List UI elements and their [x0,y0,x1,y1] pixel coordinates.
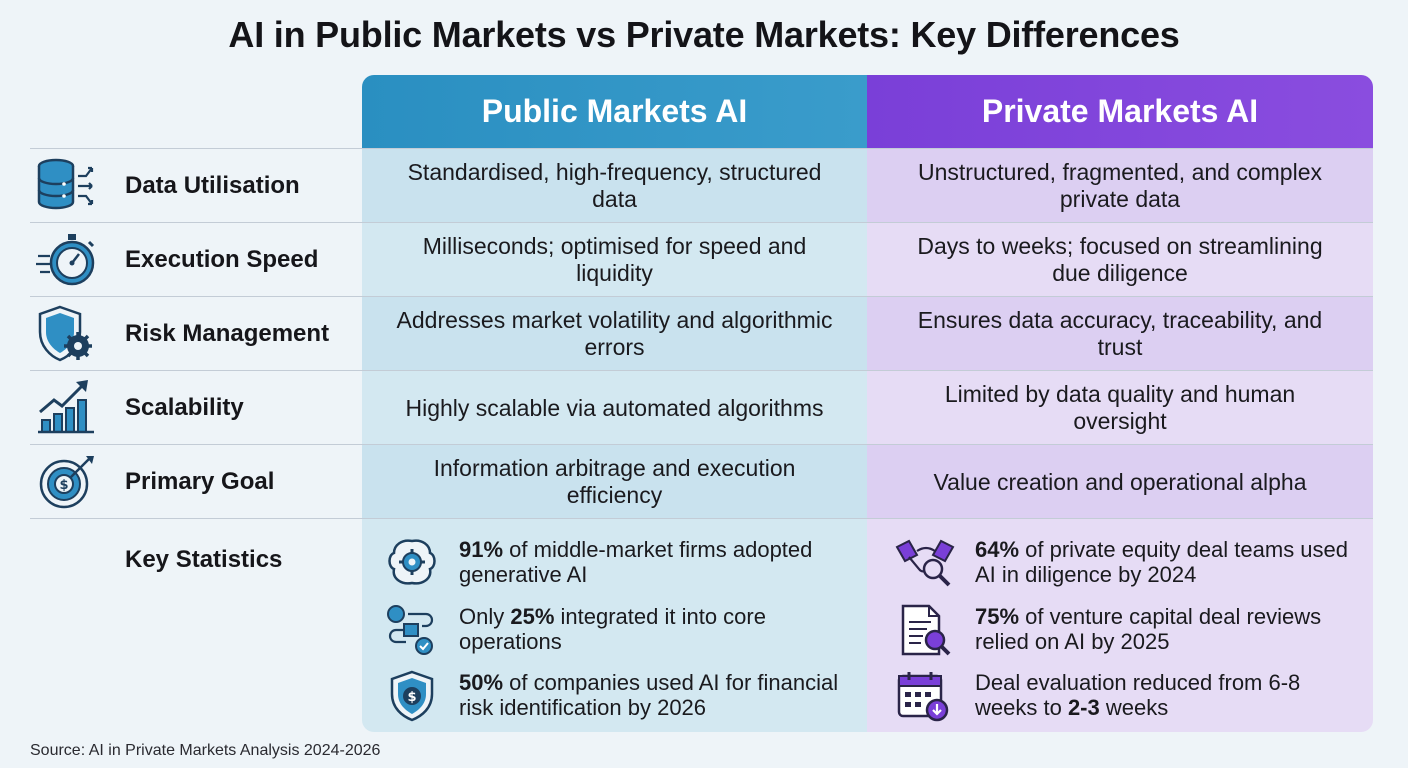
row-divider [30,148,1373,149]
primary-goal-public: Information arbitrage and execution effi… [433,455,796,508]
private-stat-1: 64% of private equity deal teams used AI… [895,537,1365,589]
shield-dollar-icon: $ [384,670,440,722]
workflow-icon [384,604,440,656]
page-title: AI in Public Markets vs Private Markets:… [228,14,1180,55]
svg-text:$: $ [59,478,68,493]
calendar-download-icon [895,670,951,722]
database-icon [34,156,100,216]
handshake-magnifier-icon [895,537,955,589]
row-label-scalability: Scalability [125,394,244,421]
row-label-primary-goal: Primary Goal [125,468,275,495]
execution-speed-public: Milliseconds; optimised for speed and li… [422,233,807,286]
private-stat-3: Deal evaluation reduced from 6-8 weeks t… [895,670,1365,722]
risk-management-public: Addresses market volatility and algorith… [396,307,833,360]
scalability-public: Highly scalable via automated algorithms [405,394,824,421]
public-markets-header: Public Markets AI [362,75,867,148]
stopwatch-icon [34,230,100,290]
row-divider [30,444,1373,445]
public-stat-3: $ 50% of companies used AI for financial… [384,670,859,722]
brain-gear-icon [384,537,440,589]
source-note: Source: AI in Private Markets Analysis 2… [30,742,381,759]
svg-text:$: $ [407,690,416,705]
growth-chart-icon [34,376,100,436]
scalability-private: Limited by data quality and human oversi… [944,381,1296,434]
row-divider [30,370,1373,371]
row-band-public [362,445,867,519]
row-label-risk-management: Risk Management [125,320,330,347]
public-stat-2: Only 25% integrated it into core operati… [384,604,859,656]
row-band-private [867,445,1373,519]
row-band-private [867,297,1373,371]
data-utilisation-private: Unstructured, fragmented, and complex pr… [918,159,1322,212]
row-divider [30,518,1373,519]
risk-management-private: Ensures data accuracy, traceability, and… [917,307,1323,360]
row-band-public [362,297,867,371]
shield-gear-icon [34,304,100,364]
target-dollar-icon: $ [34,452,100,512]
public-stat-1: 91% of middle-market firms adopted gener… [384,537,859,589]
row-label-data-utilisation: Data Utilisation [125,172,300,199]
execution-speed-private: Days to weeks; focused on streamlining d… [917,233,1323,286]
row-band-private [867,149,1373,223]
row-band-public [362,149,867,223]
row-divider [30,296,1373,297]
data-utilisation-public: Standardised, high-frequency, structured… [407,159,822,212]
row-label-execution-speed: Execution Speed [125,246,319,273]
private-stat-2: 75% of venture capital deal reviews reli… [895,604,1365,656]
key-statistics-label: Key Statistics [125,546,283,573]
row-divider [30,222,1373,223]
primary-goal-private: Value creation and operational alpha [933,468,1307,495]
document-review-icon [895,604,951,656]
private-markets-header: Private Markets AI [867,75,1373,148]
